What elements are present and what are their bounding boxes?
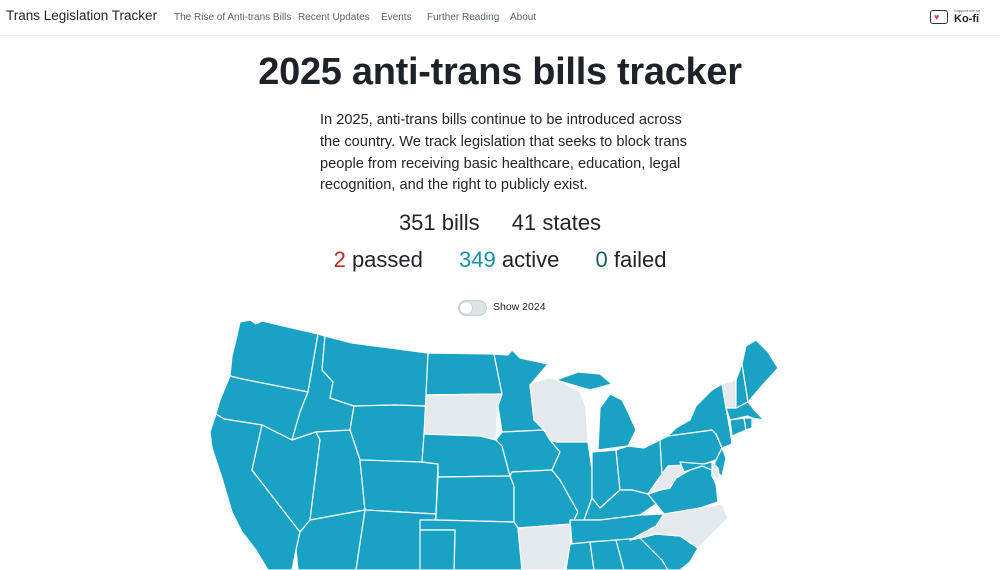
passed-stat: 2 passed	[334, 247, 423, 273]
show-2024-label[interactable]: Show 2024	[493, 301, 546, 313]
state-mt[interactable]	[321, 335, 429, 407]
nav-link-rise[interactable]: The Rise of Anti-trans Bills	[174, 12, 292, 23]
kofi-button[interactable]: ♥ Support me on Ko-fi	[930, 7, 982, 27]
nav-link-recent-updates[interactable]: Recent Updates	[298, 12, 370, 23]
state-nm[interactable]	[355, 509, 437, 570]
intro-paragraph: In 2025, anti-trans bills continue to be…	[320, 112, 687, 194]
heart-icon: ♥	[934, 12, 940, 22]
state-al[interactable]	[589, 539, 625, 570]
passed-number: 2	[333, 247, 346, 272]
failed-number: 0	[595, 247, 608, 272]
state-me[interactable]	[741, 339, 779, 403]
totals-summary: 351 bills 41 states	[0, 210, 1000, 236]
state-sd[interactable]	[423, 393, 503, 441]
navbar: Trans Legislation Tracker The Rise of An…	[0, 0, 1000, 36]
active-stat: 349 active	[459, 247, 559, 273]
nav-link-events[interactable]: Events	[381, 12, 412, 23]
failed-stat: 0 failed	[595, 247, 666, 273]
active-number: 349	[459, 247, 496, 272]
status-counts: 2 passed 349 active 0 failed	[0, 247, 1000, 273]
switch-knob	[460, 302, 472, 314]
coffee-cup-icon: ♥	[930, 10, 948, 24]
show-2024-switch[interactable]	[458, 300, 487, 316]
us-states-map	[209, 319, 779, 570]
site-title-link[interactable]: Trans Legislation Tracker	[6, 8, 158, 23]
state-nd[interactable]	[425, 352, 503, 396]
failed-label: failed	[613, 247, 667, 272]
state-ms[interactable]	[565, 541, 595, 570]
state-ri[interactable]	[743, 417, 753, 431]
state-mi[interactable]	[555, 371, 637, 451]
state-co[interactable]	[359, 459, 439, 515]
state-ks[interactable]	[435, 475, 515, 523]
kofi-support-text: Support me on	[954, 8, 981, 13]
bills-count: 351 bills	[398, 210, 480, 235]
state-wy[interactable]	[349, 404, 427, 463]
state-ct[interactable]	[729, 417, 747, 437]
state-ar[interactable]	[517, 523, 573, 570]
active-label: active	[501, 247, 560, 272]
page-title: 2025 anti-trans bills tracker	[258, 51, 742, 93]
state-il[interactable]	[549, 439, 593, 525]
nav-link-about[interactable]: About	[510, 12, 537, 23]
passed-label: passed	[351, 247, 423, 272]
kofi-brand: Ko-fi	[954, 13, 980, 25]
state-nc[interactable]	[629, 503, 729, 549]
nav-link-further-reading[interactable]: Further Reading	[427, 12, 500, 23]
states-count: 41 states	[511, 210, 602, 235]
state-md[interactable]	[679, 461, 717, 485]
state-tx[interactable]	[419, 529, 456, 570]
